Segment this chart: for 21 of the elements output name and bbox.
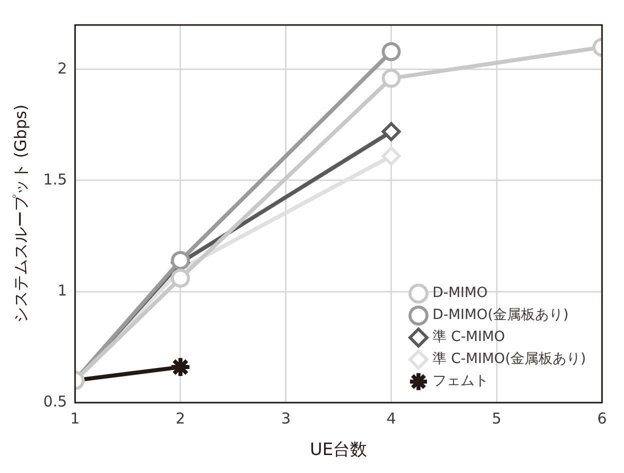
legend-label: フェムト [432,373,488,390]
x-tick-label: 1 [70,409,80,428]
legend-label: D-MIMO [432,285,488,302]
x-tick-label: 2 [176,409,186,428]
y-tick-label: 2 [58,59,68,78]
legend-label: D-MIMO(金属板あり) [432,307,569,324]
point [382,42,401,62]
point [382,122,401,142]
y-tick-label: 1 [58,281,68,300]
x-tick-label: 5 [492,409,502,428]
x-tick-label: 6 [597,409,607,428]
point [382,146,401,166]
x-tick-label: 4 [386,409,396,428]
y-tick-label: 0.5 [43,392,68,410]
x-tick-label: 3 [281,409,291,428]
point [170,250,190,270]
legend-label: 準 C-MIMO [432,329,506,346]
y-tick-label: 1.5 [43,170,68,188]
y-axis-title: システムスループット (Gbps) [10,104,30,324]
legend-label: 準 C-MIMO(金属板あり) [432,351,586,368]
x-axis-title: UE台数 [310,440,368,460]
